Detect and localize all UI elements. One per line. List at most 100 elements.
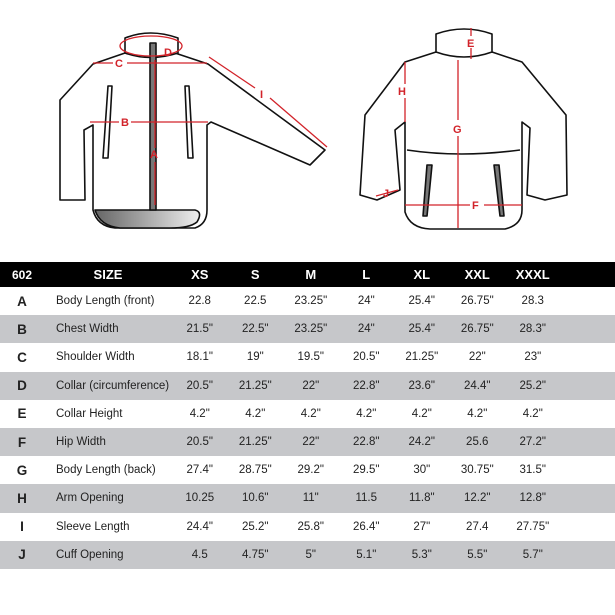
header-xs: XS (191, 267, 209, 282)
label-e: E (467, 38, 474, 50)
measurement-value: 11.5 (355, 492, 378, 505)
measurement-value: 19" (246, 351, 264, 364)
measurement-value: 27.4" (186, 464, 213, 477)
measurement-value: 30.75" (460, 464, 494, 477)
measurement-name: Body Length (front) (56, 295, 155, 308)
measurement-value: 4.2" (300, 407, 321, 420)
header-xxxl: XXXL (515, 267, 550, 282)
measurement-value: 27.4 (466, 520, 489, 533)
measurement-value: 28.3" (519, 323, 546, 336)
table-row: E Collar Height 4.2" 4.2" 4.2" 4.2" 4.2" 4.2" 4.… (0, 400, 615, 428)
header-model: 602 (11, 267, 33, 282)
measurement-value: 27.75" (516, 520, 550, 533)
measurement-value: 21.25" (238, 436, 272, 449)
measurement-value: 5.7" (522, 548, 543, 561)
measurement-value: 24.2" (408, 436, 435, 449)
measurement-value: 4.2" (411, 407, 432, 420)
measurement-value: 12.8" (519, 492, 546, 505)
measurement-value: 11.8" (408, 492, 435, 505)
label-i: I (260, 89, 263, 101)
table-header: 602 SIZE XS S M L XL XXL XXXL (0, 262, 615, 287)
measurement-value: 5.1" (356, 548, 377, 561)
label-f: F (472, 200, 479, 212)
measurement-value: 22.5" (242, 323, 269, 336)
measurement-value: 23.6" (408, 379, 435, 392)
measurement-value: 31.5" (519, 464, 546, 477)
measurement-value: 4.2" (189, 407, 210, 420)
label-c: C (115, 58, 123, 70)
measurement-name: Cuff Opening (56, 548, 124, 561)
measurement-value: 5.3" (411, 548, 432, 561)
measurement-value: 21.5" (186, 323, 213, 336)
measurement-key: H (17, 490, 27, 506)
measurement-value: 20.5" (186, 436, 213, 449)
measurement-value: 11" (302, 492, 319, 505)
measurement-key: G (16, 462, 28, 478)
table-row: C Shoulder Width 18.1" 19" 19.5" 20.5" 21.25" 2… (0, 343, 615, 371)
measurement-value: 19.5" (297, 351, 324, 364)
measurement-key: E (17, 406, 27, 422)
size-chart-table: 602 SIZE XS S M L XL XXL XXXL A Body Leng… (0, 262, 615, 569)
measurement-value: 22.8" (353, 436, 380, 449)
measurement-value: 24.4" (464, 379, 491, 392)
measurement-value: 4.5 (191, 548, 208, 561)
measurement-value: 5" (305, 548, 316, 561)
table-row: D Collar (circumference) 20.5" 21.25" 22" 22.… (0, 371, 615, 400)
table-row: H Arm Opening 10.25 10.6" 11" 11.5 11.8" 12.2" 1… (0, 484, 615, 513)
measurement-value: 25.4" (408, 323, 435, 336)
front-measure-lines (90, 35, 328, 205)
measurement-value: 5.5" (467, 548, 488, 561)
label-a: A (150, 149, 158, 161)
table-row: F Hip Width 20.5" 21.25" 22" 22.8" 24.2" 25.6 27… (0, 427, 615, 457)
measurement-value: 21.25" (238, 379, 272, 392)
measurement-key: J (18, 547, 26, 563)
measurement-value: 26.75" (460, 323, 494, 336)
measurement-value: 20.5" (353, 351, 380, 364)
measurement-value: 25.2" (519, 379, 546, 392)
measurement-key: B (17, 321, 27, 337)
measurement-value: 23.25" (294, 295, 328, 308)
measurement-value: 27.2" (519, 436, 546, 449)
front-jacket (59, 32, 326, 229)
table-row: G Body Length (back) 27.4" 28.75" 29.2" 29.5"… (0, 456, 615, 484)
label-h: H (398, 86, 406, 98)
measurement-value: 21.25" (405, 351, 439, 364)
measurement-value: 26.75" (460, 295, 494, 308)
table-row: A Body Length (front) 22.8 22.5 23.25" 24" 25.… (0, 287, 615, 315)
header-xxl: XXL (464, 267, 490, 282)
measurement-value: 25.4" (408, 295, 435, 308)
measurement-name: Collar Height (56, 407, 123, 420)
label-d: D (164, 47, 172, 59)
measurement-value: 25.6 (466, 436, 489, 449)
header-s: S (250, 267, 260, 282)
measurement-value: 24" (357, 323, 375, 336)
table-row: I Sleeve Length 24.4" 25.2" 25.8" 26.4" 27" 27.… (0, 513, 615, 541)
measurement-value: 4.2" (245, 407, 266, 420)
measurement-name: Hip Width (56, 436, 106, 449)
measurement-value: 4.2" (467, 407, 488, 420)
measurement-value: 10.6" (242, 492, 269, 505)
measurement-value: 29.2" (297, 464, 324, 477)
measurement-name: Arm Opening (56, 492, 124, 505)
measurement-value: 27" (413, 520, 431, 533)
back-jacket (359, 28, 568, 230)
back-measure-lines (375, 28, 522, 228)
measurement-value: 22" (302, 379, 320, 392)
measurement-key: D (17, 378, 27, 394)
measurement-value: 18.1" (186, 351, 213, 364)
header-l: L (362, 267, 371, 282)
header-xl: XL (413, 267, 431, 282)
label-j: J (383, 188, 389, 200)
measurement-name: Collar (circumference) (56, 379, 170, 392)
header-m: M (305, 267, 317, 282)
measurement-value: 12.2" (464, 492, 491, 505)
measurement-key: F (17, 434, 27, 450)
header-size: SIZE (93, 267, 123, 282)
measurement-value: 24" (357, 295, 375, 308)
measurement-value: 22" (302, 436, 320, 449)
measurement-value: 24.4" (186, 520, 213, 533)
measurement-value: 25.8" (297, 520, 324, 533)
measurement-value: 22.8 (188, 295, 211, 308)
measurement-value: 10.25 (185, 492, 215, 505)
measurement-value: 4.2" (356, 407, 377, 420)
